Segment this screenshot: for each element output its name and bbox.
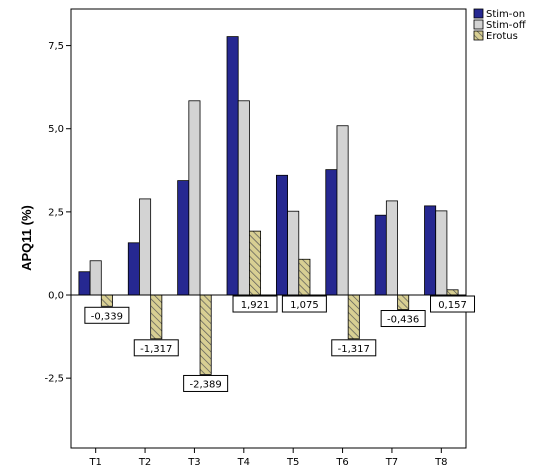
legend-swatch-stim-off [473, 19, 484, 30]
x-tick-label: T6 [335, 457, 348, 468]
x-tick-label: T8 [434, 457, 447, 468]
y-tick-label: 7,5 [48, 41, 64, 52]
bar-erotus-t8 [446, 289, 459, 296]
x-tick-label: T2 [138, 457, 151, 468]
bar-stim-off-t1 [89, 260, 102, 296]
data-label-erotus-t8: 0,157 [430, 295, 476, 313]
bar-erotus-t6 [347, 294, 360, 340]
bar-stim-on-t5 [275, 174, 288, 296]
data-label-text: 1,075 [290, 300, 319, 311]
y-tick-label: 2,5 [48, 207, 64, 218]
y-tick-label: 0,0 [48, 291, 64, 302]
y-axis-title: APQ11 (%) [19, 205, 34, 271]
data-label-erotus-t2: -1,317 [133, 339, 179, 357]
bar-stim-on-t2 [127, 242, 140, 296]
legend-label-stim-off: Stim-off [486, 20, 527, 31]
data-label-text: -1,317 [338, 344, 370, 355]
data-label-box [331, 339, 377, 357]
bar-erotus-t1 [100, 294, 113, 307]
x-tick-label: T7 [385, 457, 398, 468]
x-tick-label: T5 [286, 457, 299, 468]
bar-erotus-t4 [249, 230, 262, 296]
bar-erotus-t2 [150, 294, 163, 340]
data-label-erotus-t5: 1,075 [281, 295, 327, 313]
bar-stim-on-t1 [78, 271, 91, 296]
data-label-box [430, 295, 476, 313]
bar-stim-off-t7 [385, 200, 398, 296]
data-label-text: 0,157 [438, 300, 467, 311]
bar-erotus-t5 [298, 258, 311, 296]
data-label-text: -2,389 [190, 379, 222, 390]
data-label-text: -1,317 [140, 344, 172, 355]
x-tick-label: T1 [88, 457, 101, 468]
bar-stim-off-t4 [237, 100, 250, 296]
data-label-box [232, 295, 278, 313]
data-label-text: -0,436 [387, 315, 419, 326]
y-tick-label: 5,0 [48, 124, 64, 135]
bar-erotus-t3 [199, 294, 212, 375]
legend-label-stim-on: Stim-on [486, 9, 525, 20]
data-label-box [84, 306, 130, 324]
x-tick-label: T3 [187, 457, 200, 468]
data-label-box [133, 339, 179, 357]
data-label-box [183, 374, 229, 392]
data-label-box [380, 310, 426, 328]
bar-stim-off-t6 [336, 125, 349, 296]
bar-stim-off-t8 [435, 210, 448, 296]
legend-swatch-erotus [473, 30, 484, 41]
data-label-erotus-t4: 1,921 [232, 295, 278, 313]
x-tick-label: T4 [237, 457, 250, 468]
bar-stim-on-t6 [325, 169, 338, 296]
bar-stim-on-t7 [374, 214, 387, 296]
data-label-erotus-t1: -0,339 [84, 306, 130, 324]
bar-stim-on-t4 [226, 36, 239, 296]
data-label-box [281, 295, 327, 313]
legend-swatch-stim-on [473, 8, 484, 19]
data-label-erotus-t6: -1,317 [331, 339, 377, 357]
data-label-text: 1,921 [241, 300, 270, 311]
bar-stim-off-t2 [139, 198, 152, 296]
bar-erotus-t7 [397, 294, 410, 310]
plot-frame [70, 8, 467, 449]
y-tick-label: -2,5 [44, 374, 64, 385]
bar-stim-on-t8 [424, 205, 437, 296]
data-label-erotus-t3: -2,389 [183, 374, 229, 392]
legend-label-erotus: Erotus [486, 31, 518, 42]
bar-stim-off-t3 [188, 100, 201, 296]
data-label-erotus-t7: -0,436 [380, 310, 426, 328]
data-label-text: -0,339 [91, 311, 123, 322]
bar-stim-on-t3 [177, 180, 190, 296]
bar-stim-off-t5 [287, 210, 300, 296]
